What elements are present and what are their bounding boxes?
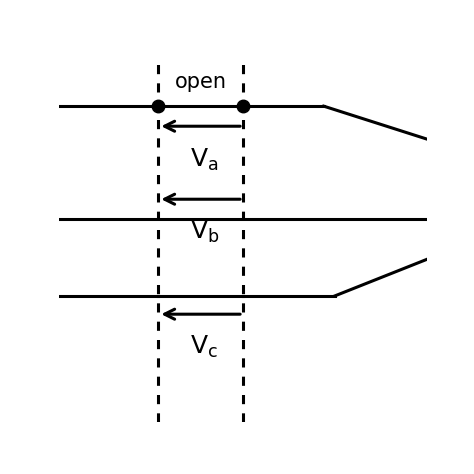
Text: $\mathregular{V_b}$: $\mathregular{V_b}$ (190, 219, 219, 246)
Text: $\mathregular{V_c}$: $\mathregular{V_c}$ (191, 334, 219, 360)
Text: $\mathregular{V_a}$: $\mathregular{V_a}$ (190, 146, 219, 173)
Text: open: open (175, 72, 227, 91)
